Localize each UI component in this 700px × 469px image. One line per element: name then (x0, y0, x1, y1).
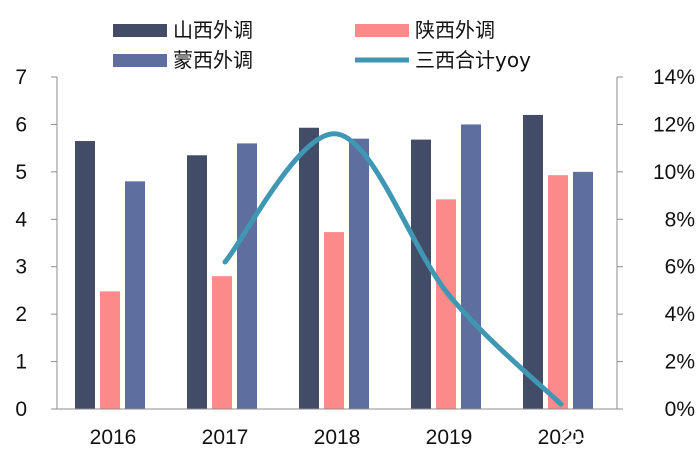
x-tick-label: 2016 (90, 426, 137, 449)
bar-2-2019 (436, 199, 456, 409)
right-tick-label: 8% (665, 208, 695, 231)
x-tick-label: 2017 (202, 426, 249, 449)
legend-swatch-2 (355, 24, 409, 37)
left-tick-label: 1 (15, 351, 27, 374)
yoy-line-1 (222, 131, 564, 407)
legend-label-4: 三西合计yoy (415, 48, 531, 72)
x-tick-label: 2019 (426, 426, 473, 449)
legend-swatch-3 (113, 54, 167, 67)
bar-3-2017 (237, 143, 257, 409)
bar-3-2018 (349, 138, 369, 409)
watermark: 黑金新视野 (561, 429, 669, 451)
right-tick-label: 4% (665, 303, 695, 326)
right-tick-label: 12% (653, 113, 695, 136)
left-tick-label: 3 (15, 256, 27, 279)
right-tick-label: 0% (665, 398, 695, 421)
x-tick-label: 2018 (314, 426, 361, 449)
legend-swatch-1 (113, 24, 167, 37)
yoy-line-layer (222, 131, 564, 407)
right-y-axis: 0% 2% 4% 6% 8% 10% 12% 14% (616, 66, 695, 421)
watermark-text: 黑金新视野 (594, 429, 669, 447)
x-axis: 2016 2017 2018 2019 2020 (57, 408, 617, 449)
bar-3-2020 (573, 171, 593, 409)
left-tick-label: 2 (15, 303, 27, 326)
wechat-icon (561, 429, 588, 451)
bar-3-2016 (125, 181, 145, 409)
right-tick-label: 10% (653, 161, 695, 184)
left-tick-label: 0 (15, 398, 27, 421)
bar-1-2016 (75, 141, 95, 409)
bar-3-2019 (461, 124, 481, 409)
left-tick-label: 6 (15, 113, 27, 136)
bar-2-2020 (548, 175, 568, 409)
legend-label-1: 山西外调 (173, 18, 253, 42)
bars (75, 114, 593, 410)
bar-1-2017 (187, 155, 207, 409)
right-tick-label: 6% (665, 256, 695, 279)
bar-2-2016 (100, 291, 120, 409)
left-tick-label: 7 (15, 66, 27, 89)
right-tick-label: 14% (653, 66, 695, 89)
right-tick-label: 2% (665, 351, 695, 374)
legend-label-2: 陕西外调 (415, 18, 495, 42)
bar-1-2018 (299, 127, 319, 410)
bar-1-2020 (523, 114, 543, 409)
left-tick-label: 5 (15, 161, 27, 184)
left-y-axis: 0 1 2 3 4 5 6 7 (15, 66, 58, 421)
bar-2-2017 (212, 276, 232, 409)
bar-1-2019 (411, 139, 431, 409)
bar-2-2018 (324, 232, 344, 409)
left-tick-label: 4 (15, 208, 27, 231)
legend-label-3: 蒙西外调 (173, 48, 253, 72)
